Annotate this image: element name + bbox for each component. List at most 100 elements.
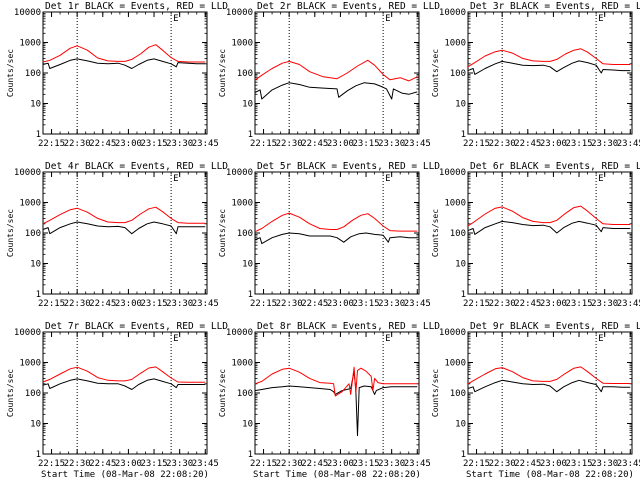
y-tick-label: 1	[461, 130, 466, 140]
y-tick-label: 1000	[19, 199, 41, 209]
e-marker: E	[173, 334, 178, 344]
x-tick-label: 23:45	[404, 139, 431, 149]
panel-title: Det 8r BLACK = Events, RED = LLD	[257, 321, 440, 332]
series-lld-line	[467, 48, 631, 68]
panel-title: Det 6r BLACK = Events, RED = LLD	[470, 161, 640, 172]
x-tick-label: 22:45	[514, 139, 541, 149]
y-tick-label: 1	[36, 290, 41, 300]
e-marker: E	[385, 334, 390, 344]
plot-frame	[467, 331, 633, 455]
x-tick-label: 23:15	[140, 299, 167, 309]
panel-det-2: Det 2r BLACK = Events, RED = LLD 1 10 100 10…	[218, 1, 440, 149]
y-tick-label: 1	[248, 450, 253, 460]
series-lld-line	[254, 59, 418, 82]
x-tick-label: 23:45	[192, 459, 219, 469]
e-marker: E	[598, 334, 603, 344]
plot-frame	[42, 331, 208, 455]
panel-title: Det 5r BLACK = Events, RED = LLD	[257, 161, 440, 172]
series-events-line	[254, 232, 418, 245]
series-events-line	[467, 60, 631, 75]
y-tick-label: 100	[237, 389, 253, 399]
series-events-line	[254, 82, 418, 100]
y-tick-label: 1000	[444, 359, 466, 369]
x-tick-label: 22:45	[301, 299, 328, 309]
x-tick-label: 23:30	[166, 139, 193, 149]
series-lld-line	[254, 366, 418, 397]
x-tick-label: 23:15	[565, 459, 592, 469]
series-events-line	[254, 371, 418, 437]
y-tick-label: 100	[237, 229, 253, 239]
panel-det-1: Det 1r BLACK = Events, RED = LLD 1 10 100 10…	[6, 1, 228, 149]
x-tick-label: 23:00	[540, 299, 567, 309]
y-tick-label: 1000	[231, 199, 253, 209]
y-tick-label: 1000	[444, 199, 466, 209]
x-tick-label: 22:45	[89, 299, 116, 309]
panel-title: Det 2r BLACK = Events, RED = LLD	[257, 1, 440, 12]
series-events-line	[42, 378, 206, 390]
y-tick-label: 10000	[14, 328, 41, 338]
x-tick-label: 23:30	[166, 299, 193, 309]
series-lld-line	[42, 366, 206, 383]
panel-title: Det 7r BLACK = Events, RED = LLD	[45, 321, 228, 332]
x-tick-label: 22:45	[89, 459, 116, 469]
e-marker: E	[598, 14, 603, 24]
y-axis-label: Counts/sec	[218, 209, 227, 257]
series-events-line	[42, 221, 206, 235]
x-tick-label: 22:45	[514, 459, 541, 469]
x-tick-label: 23:30	[166, 459, 193, 469]
x-tick-label: 22:30	[64, 139, 91, 149]
x-tick-label: 23:15	[565, 139, 592, 149]
y-tick-label: 10	[242, 420, 253, 430]
x-tick-label: 22:45	[514, 299, 541, 309]
x-tick-label: 22:30	[489, 139, 516, 149]
x-tick-label: 23:15	[352, 139, 379, 149]
y-tick-label: 100	[237, 69, 253, 79]
y-axis-label: Counts/sec	[6, 209, 15, 257]
panel-title: Det 3r BLACK = Events, RED = LLD	[470, 1, 640, 12]
x-tick-label: 23:00	[327, 299, 354, 309]
y-tick-label: 100	[450, 389, 466, 399]
y-tick-label: 100	[450, 229, 466, 239]
plot-frame	[254, 11, 420, 135]
y-axis-label: Counts/sec	[431, 49, 440, 97]
y-tick-label: 10000	[439, 168, 466, 178]
x-tick-label: 23:15	[565, 299, 592, 309]
x-tick-label: 22:15	[463, 299, 490, 309]
y-tick-label: 10	[30, 100, 41, 110]
x-tick-label: 22:30	[489, 299, 516, 309]
x-tick-label: 22:45	[301, 139, 328, 149]
series-lld-line	[254, 212, 418, 233]
x-tick-label: 23:45	[617, 299, 640, 309]
y-tick-label: 1000	[444, 39, 466, 49]
x-tick-label: 23:30	[591, 299, 618, 309]
y-axis-label: Counts/sec	[431, 209, 440, 257]
x-tick-label: 22:15	[463, 459, 490, 469]
y-tick-label: 10	[455, 260, 466, 270]
y-tick-label: 1000	[231, 39, 253, 49]
x-tick-label: 22:30	[276, 459, 303, 469]
x-tick-label: 22:15	[463, 139, 490, 149]
plot-frame	[467, 171, 633, 295]
y-tick-label: 10000	[439, 328, 466, 338]
x-tick-label: 23:15	[140, 139, 167, 149]
series-events-line	[467, 379, 631, 393]
e-marker: E	[385, 174, 390, 184]
y-tick-label: 10	[242, 100, 253, 110]
x-tick-label: 23:30	[378, 299, 405, 309]
series-events-line	[42, 58, 206, 69]
y-tick-label: 1	[36, 450, 41, 460]
x-tick-label: 23:00	[115, 459, 142, 469]
x-tick-label: 23:00	[115, 299, 142, 309]
e-marker: E	[385, 14, 390, 24]
y-tick-label: 10000	[14, 168, 41, 178]
x-tick-label: 22:45	[301, 459, 328, 469]
series-lld-line	[42, 44, 206, 63]
x-tick-label: 22:45	[89, 139, 116, 149]
panel-title: Det 1r BLACK = Events, RED = LLD	[45, 1, 228, 12]
x-axis-label: Start Time (08-Mar-08 22:08:20)	[466, 470, 634, 480]
x-tick-label: 23:30	[378, 459, 405, 469]
y-tick-label: 1000	[19, 39, 41, 49]
x-tick-label: 22:15	[38, 299, 65, 309]
y-tick-label: 10000	[439, 8, 466, 18]
